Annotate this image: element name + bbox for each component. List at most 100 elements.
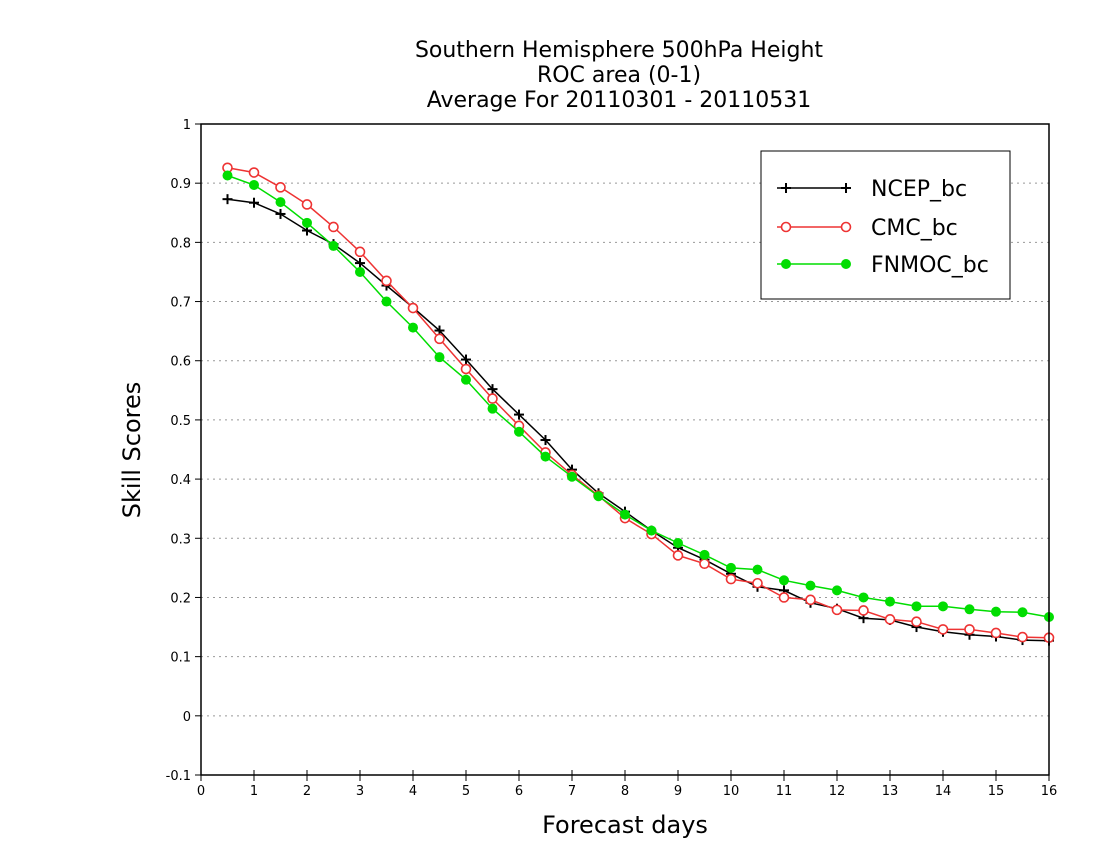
x-tick-label: 16: [1041, 784, 1058, 799]
data-point-fnmoc-bc: [938, 601, 948, 612]
x-tick-label: 7: [568, 784, 576, 799]
data-point-cmc-bc: [487, 393, 498, 404]
x-tick-label: 2: [303, 784, 311, 799]
data-point-fnmoc-bc: [673, 538, 683, 549]
data-point-ncep-bc: [514, 409, 524, 420]
data-point-ncep-bc: [355, 258, 365, 269]
data-point-cmc-bc: [964, 624, 975, 635]
data-point-fnmoc-bc: [885, 596, 895, 607]
legend-item-fnmoc-bc: FNMOC_bc: [777, 253, 989, 278]
data-point-fnmoc-bc: [567, 471, 577, 482]
x-tick-label: 1: [250, 784, 258, 799]
legend-marker: [781, 183, 791, 193]
data-point-fnmoc-bc: [858, 592, 869, 603]
y-axis-label: Skill Scores: [118, 382, 146, 519]
data-point-fnmoc-bc: [302, 217, 312, 228]
data-point-fnmoc-bc: [726, 562, 736, 573]
data-point-fnmoc-bc: [593, 491, 604, 502]
data-point-fnmoc-bc: [1017, 607, 1028, 618]
x-tick-label: 11: [776, 784, 793, 799]
legend-label: CMC_bc: [871, 216, 958, 241]
data-point-cmc-bc: [328, 221, 339, 233]
data-point-ncep-bc: [249, 197, 259, 208]
y-tick-label: 0.7: [170, 296, 191, 311]
x-axis-label: Forecast days: [542, 811, 708, 839]
y-tick-label: 0.3: [170, 532, 191, 547]
series-fnmoc-bc: [222, 170, 1054, 622]
y-tick-label: 0.6: [170, 355, 191, 370]
legend-marker: [781, 259, 791, 269]
data-point-cmc-bc: [434, 333, 445, 345]
data-series: [222, 162, 1055, 646]
data-point-cmc-bc: [699, 558, 710, 570]
x-tick-label: 15: [988, 784, 1005, 799]
data-point-cmc-bc: [805, 594, 816, 606]
legend: NCEP_bc CMC_bc FNMOC_bc: [760, 150, 1011, 300]
data-point-cmc-bc: [778, 592, 790, 603]
x-tick-label: 3: [356, 784, 364, 799]
legend-marker: [840, 221, 852, 233]
data-point-cmc-bc: [1017, 631, 1028, 643]
chart-title-line-2: ROC area (0-1): [537, 63, 701, 88]
data-point-fnmoc-bc: [461, 374, 471, 385]
x-axis-ticks: 0 1 2 3 4 5 6 7 8 9 10 11 12 13 14 15 16: [197, 770, 1057, 799]
data-point-cmc-bc: [990, 627, 1002, 639]
legend-marker: [841, 183, 851, 193]
data-point-fnmoc-bc: [779, 575, 789, 586]
y-axis-ticks: -0.1 0 0.1 0.2 0.3 0.4 0.5 0.6 0.7 0.8 0.9 1: [166, 118, 201, 784]
data-point-fnmoc-bc: [646, 525, 657, 536]
x-tick-label: 0: [197, 784, 205, 799]
x-tick-label: 8: [621, 784, 629, 799]
data-point-cmc-bc: [275, 182, 286, 193]
chart-title: Southern Hemisphere 500hPa Height ROC ar…: [415, 38, 823, 113]
data-point-fnmoc-bc: [699, 549, 710, 560]
x-tick-label: 12: [829, 784, 846, 799]
x-tick-label: 10: [723, 784, 740, 799]
data-point-ncep-bc: [487, 384, 498, 395]
data-point-fnmoc-bc: [832, 585, 842, 596]
data-point-fnmoc-bc: [249, 179, 259, 190]
data-point-fnmoc-bc: [805, 580, 816, 591]
data-point-ncep-bc: [540, 435, 551, 446]
x-tick-label: 5: [462, 784, 470, 799]
data-point-cmc-bc: [354, 246, 366, 258]
data-point-fnmoc-bc: [408, 322, 418, 333]
data-point-cmc-bc: [884, 614, 896, 625]
data-point-cmc-bc: [672, 550, 684, 561]
data-point-fnmoc-bc: [275, 197, 286, 208]
data-point-fnmoc-bc: [328, 240, 339, 251]
data-point-cmc-bc: [858, 605, 869, 616]
data-point-cmc-bc: [911, 616, 922, 628]
y-tick-label: 0.9: [170, 177, 191, 192]
data-point-ncep-bc: [461, 354, 471, 365]
data-point-fnmoc-bc: [355, 266, 365, 277]
x-tick-label: 13: [882, 784, 899, 799]
x-tick-label: 9: [674, 784, 682, 799]
data-point-fnmoc-bc: [911, 601, 922, 612]
legend-item-cmc-bc: CMC_bc: [777, 216, 958, 241]
data-point-cmc-bc: [937, 624, 949, 635]
y-tick-label: 1: [183, 118, 191, 133]
data-point-cmc-bc: [407, 302, 419, 314]
x-tick-label: 14: [935, 784, 952, 799]
data-point-ncep-bc: [275, 208, 286, 219]
data-point-fnmoc-bc: [514, 426, 524, 437]
y-tick-label: 0.2: [170, 591, 191, 606]
data-point-cmc-bc: [301, 199, 313, 210]
legend-item-ncep-bc: NCEP_bc: [777, 177, 967, 202]
legend-label: NCEP_bc: [871, 177, 967, 202]
y-tick-label: 0.4: [170, 473, 191, 488]
data-point-cmc-bc: [381, 275, 392, 287]
data-point-fnmoc-bc: [222, 170, 233, 181]
y-tick-label: -0.1: [166, 769, 191, 784]
legend-label: FNMOC_bc: [871, 253, 989, 278]
data-point-cmc-bc: [752, 577, 763, 589]
x-tick-label: 6: [515, 784, 523, 799]
data-point-fnmoc-bc: [964, 604, 975, 615]
y-tick-label: 0.5: [170, 414, 191, 429]
y-tick-label: 0.8: [170, 236, 191, 251]
data-point-fnmoc-bc: [620, 509, 630, 520]
legend-marker: [780, 221, 792, 233]
legend-marker: [841, 259, 851, 269]
